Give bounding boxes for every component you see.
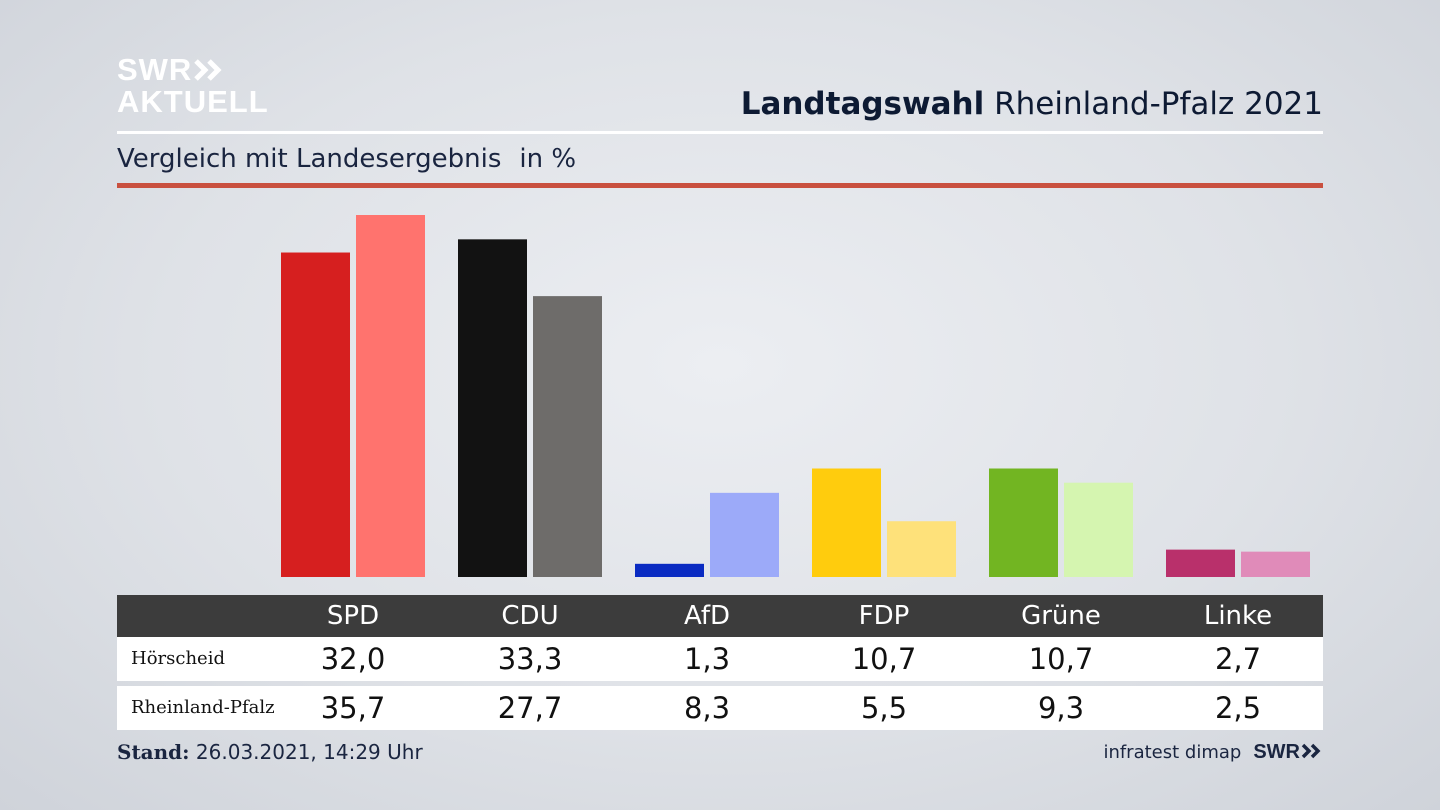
page-title: Landtagswahl Rheinland-Pfalz 2021 xyxy=(741,86,1323,122)
value-linke: 2,7 xyxy=(1214,642,1262,676)
bar-fdp-rheinland-pfalz xyxy=(887,521,956,577)
footer-swr-logo: SWR xyxy=(1253,741,1323,764)
value-linke: 2,5 xyxy=(1214,691,1262,725)
table-row-hoerscheid: Hörscheid 32,0 33,3 1,3 10,7 10,7 2,7 xyxy=(117,637,1323,681)
bar-afd-hoerscheid xyxy=(635,563,704,577)
title-divider xyxy=(117,131,1323,134)
bar-fdp-hoerscheid xyxy=(812,468,881,577)
unit-text: in % xyxy=(519,144,577,174)
value-grüne: 10,7 xyxy=(1028,642,1094,676)
row-label: Rheinland-Pfalz xyxy=(131,697,275,718)
value-spd: 32,0 xyxy=(320,642,386,676)
table-row-rheinland-pfalz: Rheinland-Pfalz 35,7 27,7 8,3 5,5 9,3 2,5 xyxy=(117,686,1323,730)
bar-cdu-hoerscheid xyxy=(458,239,527,578)
subtitle-divider xyxy=(117,183,1323,188)
footer-chevrons-icon xyxy=(1301,743,1321,759)
stand-value: 26.03.2021, 14:29 Uhr xyxy=(189,740,423,764)
chevrons-icon xyxy=(194,59,222,81)
column-header-grüne: Grüne xyxy=(1021,601,1101,631)
column-header-afd: AfD xyxy=(683,601,731,631)
source-info: infratest dimap SWR xyxy=(1103,741,1323,764)
value-grüne: 9,3 xyxy=(1037,691,1085,725)
footer-swr-text: SWR xyxy=(1253,741,1300,763)
table-header: SPD CDU AfD FDP Grüne Linke xyxy=(117,595,1323,637)
value-afd: 1,3 xyxy=(683,642,731,676)
bar-cdu-rheinland-pfalz xyxy=(533,296,602,577)
stand-info: Stand: 26.03.2021, 14:29 Uhr xyxy=(117,740,423,764)
stand-label: Stand: xyxy=(117,740,190,764)
logo-swr-text: SWR xyxy=(117,52,193,87)
bar-grüne-hoerscheid xyxy=(989,468,1058,577)
column-header-cdu: CDU xyxy=(501,601,559,631)
bar-grüne-rheinland-pfalz xyxy=(1064,482,1133,577)
bar-spd-hoerscheid xyxy=(281,252,350,578)
column-header-fdp: FDP xyxy=(858,601,910,631)
value-fdp: 5,5 xyxy=(860,691,908,725)
bar-afd-rheinland-pfalz xyxy=(710,492,779,577)
column-header-linke: Linke xyxy=(1203,601,1273,631)
bar-linke-rheinland-pfalz xyxy=(1241,551,1310,577)
row-label: Hörscheid xyxy=(131,648,225,669)
bar-linke-hoerscheid xyxy=(1166,549,1235,577)
source-text: infratest dimap xyxy=(1103,742,1242,763)
logo-aktuell-text: AKTUELL xyxy=(117,84,269,119)
value-spd: 35,7 xyxy=(320,691,386,725)
subtitle: Vergleich mit Landesergebnis in % xyxy=(117,144,576,174)
value-cdu: 33,3 xyxy=(497,642,563,676)
bar-spd-rheinland-pfalz xyxy=(356,215,425,577)
value-cdu: 27,7 xyxy=(497,691,563,725)
value-afd: 8,3 xyxy=(683,691,731,725)
results-table: SPD CDU AfD FDP Grüne Linke Hörscheid 32,0 33,… xyxy=(117,595,1323,730)
subtitle-text: Vergleich mit Landesergebnis xyxy=(117,144,502,174)
column-header-spd: SPD xyxy=(326,601,380,631)
value-fdp: 10,7 xyxy=(851,642,917,676)
title-rest: Rheinland-Pfalz 2021 xyxy=(984,86,1323,122)
title-bold: Landtagswahl xyxy=(740,86,985,122)
swr-aktuell-logo: SWR AKTUELL xyxy=(117,54,269,118)
